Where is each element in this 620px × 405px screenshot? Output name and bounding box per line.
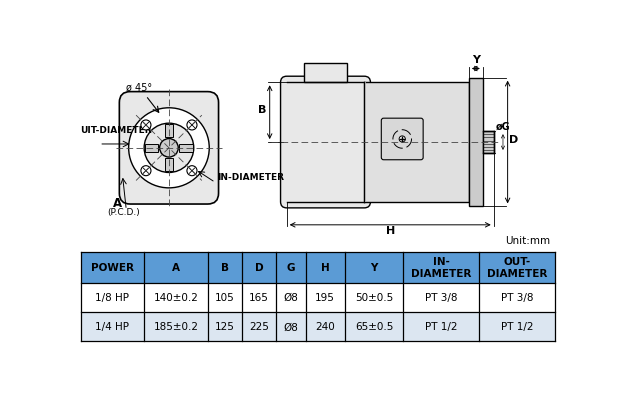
Text: A: A [113,196,122,209]
Text: H: H [386,225,395,235]
Text: PT 1/2: PT 1/2 [425,322,458,332]
Text: PT 1/2: PT 1/2 [501,322,533,332]
Polygon shape [165,159,173,172]
Circle shape [187,166,197,176]
Text: 65±0.5: 65±0.5 [355,322,393,332]
Text: 195: 195 [315,292,335,303]
Text: PT 3/8: PT 3/8 [425,292,458,303]
Polygon shape [165,125,173,138]
Text: UIT-DIAMETER: UIT-DIAMETER [80,126,151,135]
Circle shape [187,121,197,131]
Circle shape [141,166,151,176]
Text: Y: Y [472,54,480,64]
Text: OUT-
DIAMETER: OUT- DIAMETER [487,257,547,278]
Bar [365,83,469,202]
Bar [469,79,483,207]
Text: Ø8: Ø8 [283,292,298,303]
Bar [483,132,494,153]
Text: IN-DIAMETER: IN-DIAMETER [217,172,284,181]
Text: 140±0.2: 140±0.2 [154,292,198,303]
Circle shape [399,136,405,143]
Text: (P.C.D.): (P.C.D.) [107,207,140,217]
Text: Ø8: Ø8 [283,322,298,332]
Bar [81,283,555,312]
Text: 165: 165 [249,292,269,303]
Text: B: B [221,262,229,273]
Text: POWER: POWER [91,262,134,273]
Text: 240: 240 [315,322,335,332]
Text: IN-
DIAMETER: IN- DIAMETER [411,257,471,278]
Bar [304,64,347,83]
Circle shape [141,121,151,131]
Polygon shape [179,145,193,152]
FancyBboxPatch shape [280,77,371,208]
FancyBboxPatch shape [381,119,423,160]
Text: A: A [172,262,180,273]
Text: G: G [286,262,295,273]
Text: H: H [321,262,329,273]
Text: øG: øG [496,121,511,131]
Text: PT 3/8: PT 3/8 [501,292,533,303]
Bar [81,252,555,283]
Text: 1/8 HP: 1/8 HP [95,292,130,303]
Bar [326,83,366,202]
Text: Unit:mm: Unit:mm [505,235,551,245]
Text: 1/4 HP: 1/4 HP [95,322,130,332]
Text: B: B [258,105,266,115]
Circle shape [128,109,210,188]
Circle shape [144,124,193,173]
Text: 50±0.5: 50±0.5 [355,292,393,303]
Text: 125: 125 [215,322,235,332]
Text: D: D [509,135,518,145]
Bar [81,312,555,341]
Text: Y: Y [370,262,378,273]
Text: 225: 225 [249,322,269,332]
Text: 185±0.2: 185±0.2 [153,322,198,332]
FancyBboxPatch shape [119,92,219,205]
Text: D: D [255,262,264,273]
Circle shape [159,139,179,158]
Polygon shape [145,145,159,152]
Text: 105: 105 [215,292,235,303]
Text: ø 45°: ø 45° [126,82,153,92]
